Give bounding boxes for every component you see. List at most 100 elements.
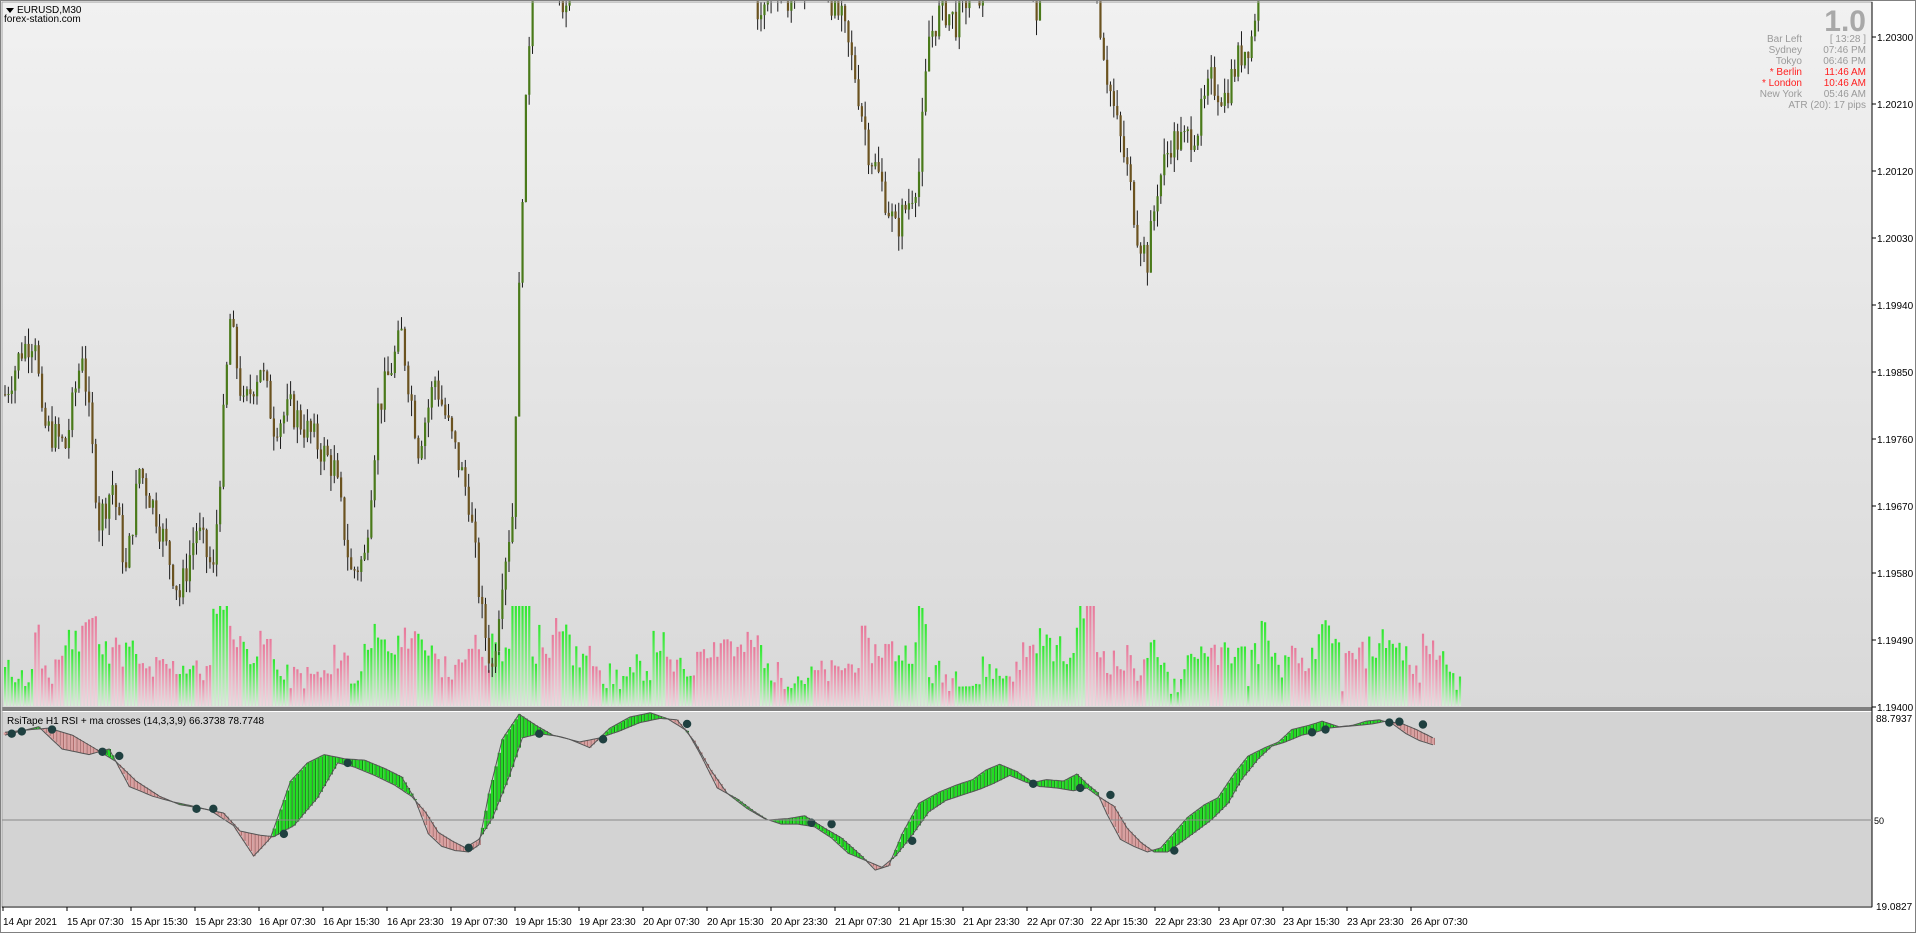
volume-bar [944,674,947,706]
volume-bar [148,666,151,706]
price-label: 1.20030 [1877,234,1914,245]
volume-bar [655,652,659,706]
volume-bar [1028,645,1031,706]
candle-body [397,330,400,352]
info-panel: 1.0 Bar Left [ 13:28 ] Sydney 07:46 PM Tokyo… [1760,5,1866,111]
volume-bar [1421,633,1425,706]
candle-body [1139,245,1142,254]
candle-body [148,495,151,508]
volume-bar [40,668,44,706]
volume-bar [501,661,504,706]
candle-body [1186,129,1189,132]
candle-body [366,537,370,553]
candle-body [894,211,897,218]
volume-bar [605,688,608,706]
volume-bar [145,668,148,706]
volume-bar [921,607,924,706]
volume-bar [111,647,114,706]
volume-bar [897,655,900,706]
volume-bar [1331,643,1334,706]
time-label: 16 Apr 23:30 [387,917,444,928]
indicator-panel[interactable] [2,712,1872,906]
volume-bar [319,677,323,706]
candle-body [1173,131,1176,158]
candle-body [222,404,225,487]
volume-bar [1395,647,1398,706]
volume-bar [366,649,370,706]
volume-bar [104,641,107,706]
candle-body [47,421,50,426]
volume-bar [1448,671,1451,706]
candle-body [299,410,302,430]
volume-bar [736,646,739,706]
candle-body [944,0,947,26]
cross-dot [535,729,544,738]
volume-bar [1136,680,1139,706]
volume-bar [225,606,228,706]
volume-bar [1190,653,1193,706]
candle-body [27,343,30,358]
symbol-title[interactable]: EURUSD,M30 [17,5,82,16]
volume-bar [1435,659,1438,706]
cross-dot [209,804,218,814]
volume-bar [985,676,988,706]
candle-body [1220,102,1223,106]
candle-body [1038,0,1042,21]
candle-body [326,445,329,456]
info-row-value: [ 13:28 ] [1830,34,1866,45]
volume-bar [773,682,776,706]
candle-body [77,370,81,389]
volume-bar [844,668,847,706]
candle-body [494,651,497,667]
candle-body [266,371,269,381]
volume-bar [1270,656,1273,706]
volume-bar [917,606,921,706]
volume-bar [333,644,336,706]
volume-bar [467,648,470,706]
cross-dot [1028,779,1038,788]
candle-body [124,562,128,568]
candle-body [333,460,336,476]
volume-bar [37,624,40,706]
volume-bar [1022,642,1025,706]
candle-body [484,604,487,638]
time-label: 22 Apr 15:30 [1091,917,1148,928]
candle-body [104,503,107,519]
candle-body [313,423,316,432]
volume-bar [460,662,464,706]
time-label: 21 Apr 15:30 [899,917,956,928]
volume-bar [850,664,853,706]
volume-bar [706,658,709,706]
candle-body [763,4,766,16]
candle-body [1146,244,1149,273]
volume-bar [686,676,689,706]
candle-body [158,526,161,542]
volume-bar [551,634,554,706]
candle-body [968,0,971,9]
volume-bar [1116,666,1119,706]
candle-body [880,171,884,182]
candle-body [504,561,507,590]
candle-body [7,393,10,395]
volume-bar [931,683,934,706]
volume-bar [608,663,611,706]
volume-bar [1247,686,1250,706]
volume-bar [1277,664,1280,706]
candle-body [161,528,165,542]
price-panel[interactable] [2,2,1872,707]
candle-body [440,399,443,405]
dropdown-triangle-icon[interactable] [6,8,14,13]
volume-bar [954,671,958,706]
candle-body [954,11,958,38]
volume-bar [1304,671,1307,706]
candle-body [840,5,843,16]
volume-bar [1274,652,1277,706]
volume-bar [780,677,783,706]
candle-body [239,368,242,396]
volume-bar [172,661,175,706]
candle-body [407,365,410,395]
volume-bar [894,661,897,706]
volume-bar [437,659,440,706]
